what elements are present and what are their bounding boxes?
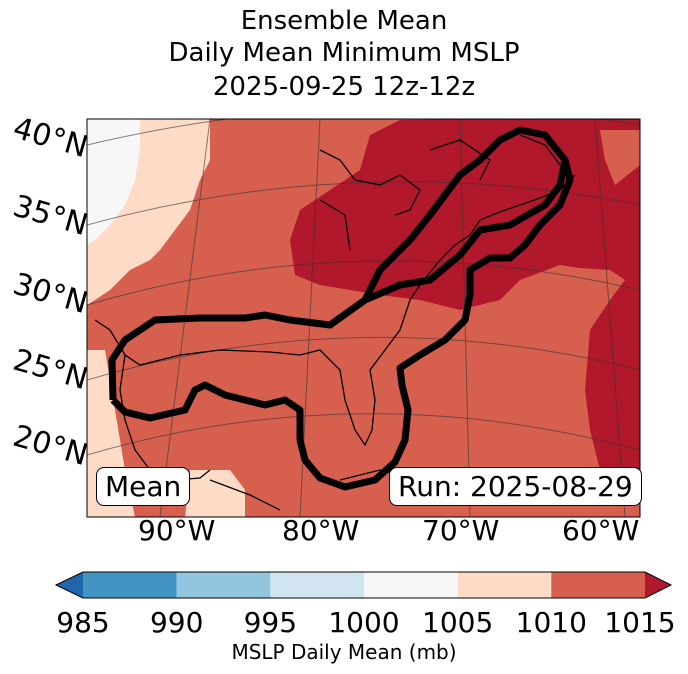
- run-date-box: Run: 2025-08-29: [389, 467, 642, 506]
- mslp-fill-1010-patch-2: [600, 130, 640, 185]
- colorbar: [54, 571, 673, 599]
- colorbar-tick-985: 985: [56, 606, 110, 639]
- colorbar-tick-1015: 1015: [604, 606, 676, 639]
- colorbar-outline: [54, 571, 673, 599]
- title-line-1: Ensemble Mean: [240, 6, 448, 36]
- colorbar-tick-1010: 1010: [515, 606, 587, 639]
- colorbar-segment-1010-1015: [551, 572, 645, 598]
- title-line-2: Daily Mean Minimum MSLP: [168, 38, 520, 68]
- lon-label-80w: 80°W: [282, 514, 360, 547]
- colorbar-segment-985-990: [83, 572, 177, 598]
- map-area: [87, 119, 640, 517]
- mean-label-box: Mean: [96, 467, 191, 506]
- lon-label-70w: 70°W: [422, 514, 500, 547]
- coastline: [94, 134, 576, 511]
- title-line-3: 2025-09-25 12z-12z: [212, 72, 476, 102]
- mslp-fill-1005-south: [185, 470, 245, 517]
- colorbar-tick-990: 990: [149, 606, 204, 639]
- mslp-fill-1000-northwest: [87, 119, 140, 245]
- map-frame: [86, 118, 641, 518]
- colorbar-label: MSLP Daily Mean (mb): [231, 640, 457, 664]
- colorbar-extend-low: [56, 572, 83, 598]
- mslp-fill-1015-northeast: [290, 119, 640, 470]
- colorbar-segment-995-1000: [270, 572, 364, 598]
- colorbar-tick-1000: 1000: [328, 606, 400, 639]
- mean-contour-line: [108, 126, 569, 401]
- colorbar-tick-1005: 1005: [422, 606, 494, 639]
- lon-label-90w: 90°W: [138, 514, 216, 547]
- mean-contour-line-inner: [110, 159, 574, 491]
- colorbar-extend-high: [645, 572, 671, 598]
- colorbar-segment-990-995: [176, 572, 271, 598]
- colorbar-tick-995: 995: [243, 606, 298, 639]
- lon-label-60w: 60°W: [562, 514, 640, 547]
- colorbar-segment-1000-1005: [364, 572, 458, 598]
- colorbar-segment-1005-1010: [457, 572, 552, 598]
